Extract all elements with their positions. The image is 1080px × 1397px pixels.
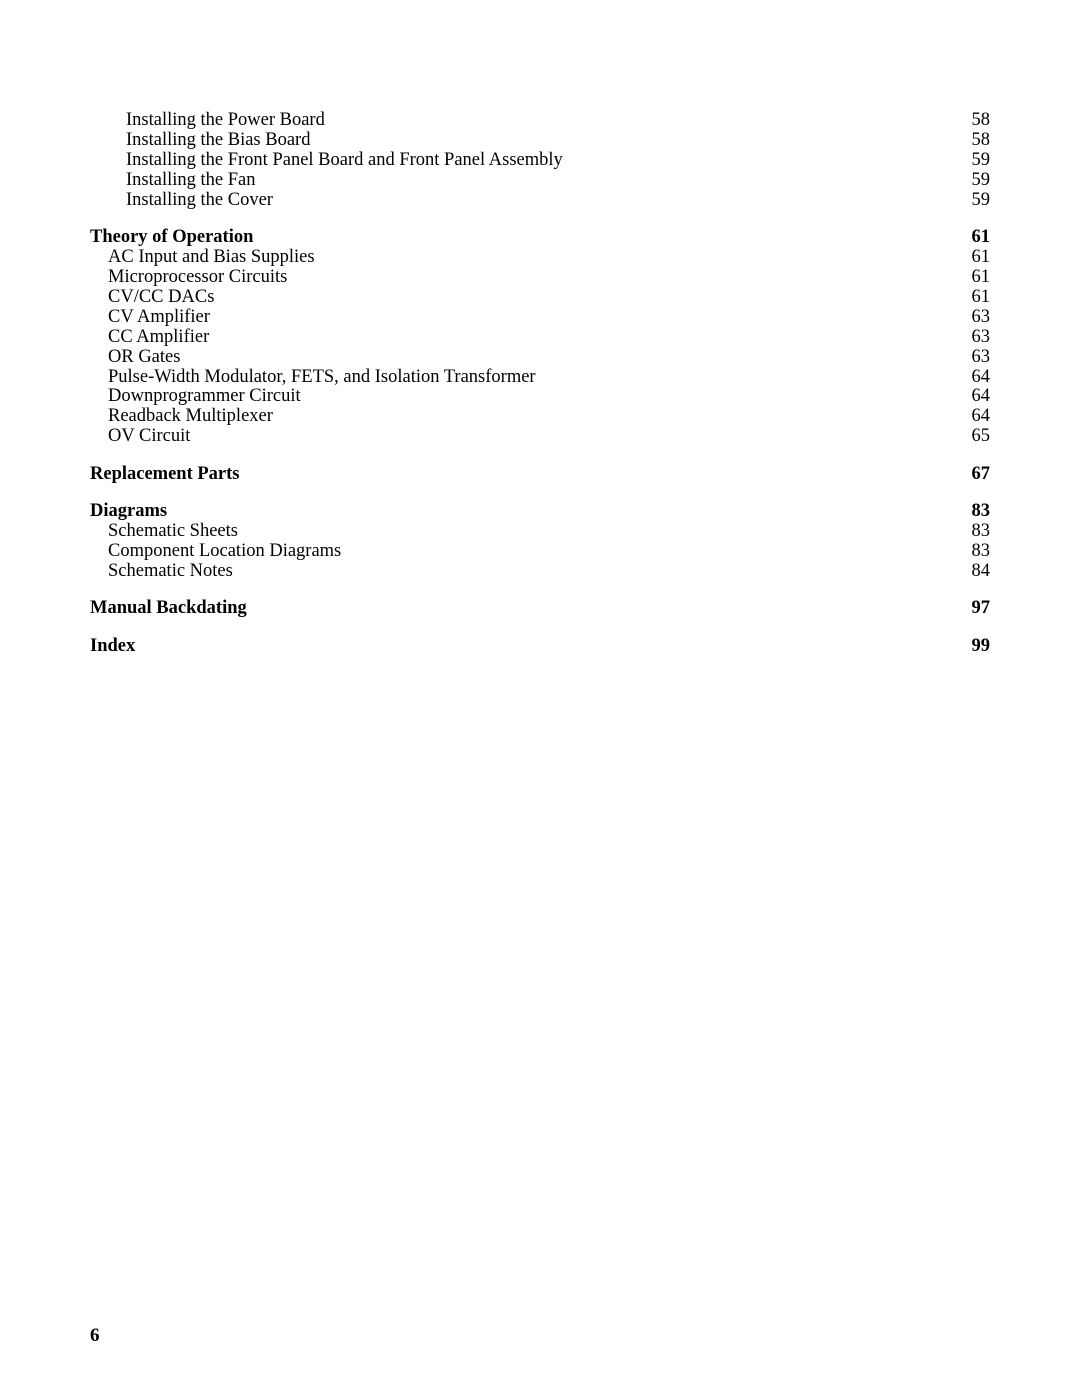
toc-entry-label: Component Location Diagrams xyxy=(108,542,341,561)
toc-entry-page: 83 xyxy=(972,502,991,521)
toc-entry-page: 59 xyxy=(972,191,991,210)
toc-entry-label: Replacement Parts xyxy=(90,465,240,484)
toc-entry-label: Microprocessor Circuits xyxy=(108,268,287,287)
toc-entry-label: CC Amplifier xyxy=(108,328,209,347)
toc-entry-label: Pulse-Width Modulator, FETS, and Isolati… xyxy=(108,368,536,387)
toc-list: Installing the Power Board58Installing t… xyxy=(90,111,990,656)
toc-entry: Theory of Operation 61 xyxy=(90,228,990,247)
toc-entry-label: Installing the Fan xyxy=(126,171,255,190)
toc-entry: Installing the Bias Board 58 xyxy=(90,131,990,150)
toc-entry: Schematic Sheets 83 xyxy=(90,522,990,541)
toc-entry-page: 64 xyxy=(972,407,991,426)
toc-entry-page: 58 xyxy=(972,111,991,130)
toc-entry: Installing the Fan 59 xyxy=(90,171,990,190)
toc-entry: CV/CC DACs 61 xyxy=(90,288,990,307)
toc-entry-page: 61 xyxy=(972,268,991,287)
toc-entry-label: Readback Multiplexer xyxy=(108,407,273,426)
toc-entry: Pulse-Width Modulator, FETS, and Isolati… xyxy=(90,368,990,387)
toc-entry-page: 99 xyxy=(966,637,991,656)
toc-page: Installing the Power Board58Installing t… xyxy=(0,0,1080,707)
toc-entry: Manual Backdating 97 xyxy=(90,599,990,618)
toc-entry: AC Input and Bias Supplies 61 xyxy=(90,248,990,267)
toc-entry-label: Diagrams xyxy=(90,502,167,521)
toc-entry: Installing the Cover 59 xyxy=(90,191,990,210)
toc-entry-label: Index xyxy=(90,637,135,656)
toc-entry-page: 97 xyxy=(966,599,991,618)
toc-entry-page: 84 xyxy=(972,562,991,581)
toc-entry: Diagrams 83 xyxy=(90,502,990,521)
toc-entry-label: Schematic Notes xyxy=(108,562,233,581)
toc-entry: Installing the Power Board 58 xyxy=(90,111,990,130)
toc-entry-label: Installing the Front Panel Board and Fro… xyxy=(126,151,563,170)
toc-entry: Index 99 xyxy=(90,637,990,656)
toc-entry-page: 83 xyxy=(972,522,991,541)
toc-entry: OR Gates 63 xyxy=(90,348,990,367)
toc-entry: Downprogrammer Circuit 64 xyxy=(90,387,990,406)
toc-entry: CC Amplifier 63 xyxy=(90,328,990,347)
toc-entry-label: CV/CC DACs xyxy=(108,288,214,307)
toc-entry-label: Schematic Sheets xyxy=(108,522,238,541)
toc-entry-label: Downprogrammer Circuit xyxy=(108,387,301,406)
toc-entry-page: 63 xyxy=(972,328,991,347)
toc-entry-page: 83 xyxy=(972,542,991,561)
toc-entry-page: 64 xyxy=(972,368,991,387)
toc-entry-label: Installing the Cover xyxy=(126,191,273,210)
page-number: 6 xyxy=(90,1325,100,1347)
toc-entry-label: AC Input and Bias Supplies xyxy=(108,248,315,267)
toc-entry: Readback Multiplexer 64 xyxy=(90,407,990,426)
toc-entry-page: 63 xyxy=(972,308,991,327)
toc-entry-page: 65 xyxy=(972,427,991,446)
toc-entry: Installing the Front Panel Board and Fro… xyxy=(90,151,990,170)
toc-entry-label: Theory of Operation xyxy=(90,228,253,247)
toc-entry: Microprocessor Circuits 61 xyxy=(90,268,990,287)
toc-entry: OV Circuit 65 xyxy=(90,427,990,446)
toc-entry-page: 61 xyxy=(972,228,991,247)
toc-entry-page: 67 xyxy=(972,465,991,484)
toc-entry: Schematic Notes 84 xyxy=(90,562,990,581)
toc-entry: Component Location Diagrams 83 xyxy=(90,542,990,561)
toc-entry-label: Manual Backdating xyxy=(90,599,247,618)
toc-entry-page: 59 xyxy=(972,151,991,170)
toc-entry-page: 63 xyxy=(972,348,991,367)
toc-entry: Replacement Parts 67 xyxy=(90,465,990,484)
toc-entry-page: 61 xyxy=(972,248,991,267)
toc-entry-label: Installing the Bias Board xyxy=(126,131,310,150)
toc-entry-page: 61 xyxy=(972,288,991,307)
toc-entry-label: CV Amplifier xyxy=(108,308,210,327)
toc-entry-label: OV Circuit xyxy=(108,427,190,446)
toc-entry-page: 58 xyxy=(972,131,991,150)
toc-entry: CV Amplifier 63 xyxy=(90,308,990,327)
toc-entry-label: Installing the Power Board xyxy=(126,111,325,130)
toc-entry-label: OR Gates xyxy=(108,348,180,367)
toc-entry-page: 64 xyxy=(972,387,991,406)
toc-entry-page: 59 xyxy=(972,171,991,190)
